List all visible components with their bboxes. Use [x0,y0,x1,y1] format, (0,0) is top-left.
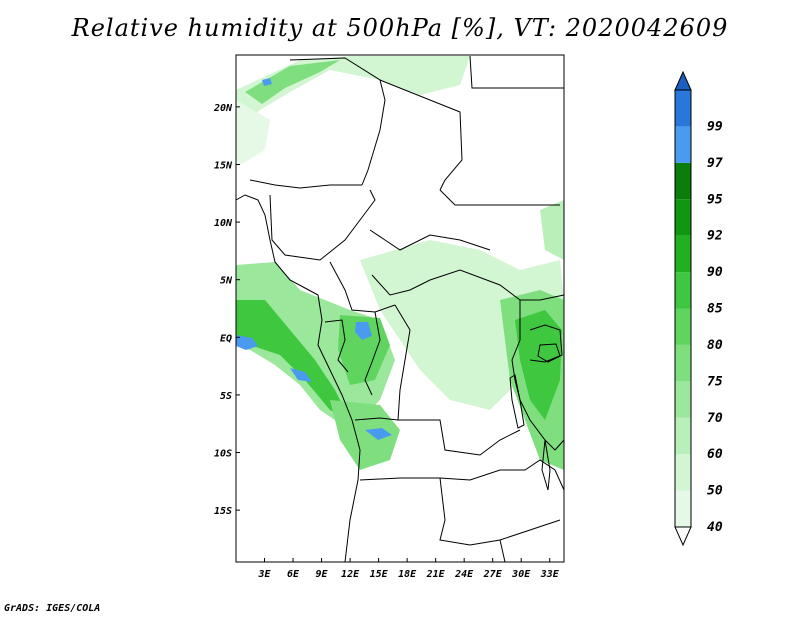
humidity-area-northeast [540,200,564,260]
x-tick-label: 6E [287,569,300,580]
y-tick-label: 10N [214,218,233,229]
colorbar-swatch [675,90,691,127]
border-zambia [439,459,565,491]
x-tick-label: 9E [316,569,329,580]
colorbar-outline [674,89,692,528]
colorbar-swatch [675,235,691,273]
colorbar-label: 95 [707,192,723,207]
colorbar-swatch [675,126,691,163]
colorbar-label: 60 [707,447,723,462]
colorbar-label: 90 [707,265,723,280]
x-tick-label: 18E [398,569,417,580]
y-tick-label: 5N [220,276,233,287]
x-tick-label: 15E [370,569,389,580]
humidity-area-east-core [515,310,562,420]
humidity-area-north-core [245,60,340,104]
y-tick-label: 15S [214,506,232,517]
y-tick-label: 20N [213,103,233,114]
grads-credit: GrADS: IGES/COLA [4,603,101,614]
humidity-area-west-coast [236,262,395,430]
x-tick-label: 21E [426,569,446,580]
lake-tanganyika [509,374,525,429]
humidity-area-congo-basin [338,315,390,385]
border-niger [249,179,362,189]
border-sahara-2 [379,79,463,191]
border-south [469,519,561,563]
border-car [371,269,565,301]
colorbar-swatch [675,199,691,236]
colorbar-label: 40 [707,520,723,535]
map-title: Relative humidity at 500hPa [%], VT: 202… [71,14,729,42]
humidity-shading [236,56,564,470]
y-tick-label: EQ [220,333,232,344]
map-panel: 3E 6E 9E 12E 15E 18E 21E 24E 27E 30E 33E 20N 15N 10N 5… [213,54,565,580]
colorbar-swatch [675,272,691,309]
axis-ticks: 3E 6E 9E 12E 15E 18E 21E 24E 27E 30E 33E 20N 15N 10N 5… [213,103,560,580]
colorbar-label: 99 [707,119,723,134]
colorbar-swatch [675,162,691,200]
y-tick-label: 10S [214,449,232,460]
colorbar-label: 70 [707,411,723,426]
x-tick-label: 33E [540,569,560,580]
colorbar-label: 85 [707,302,723,317]
colorbar-swatch [675,490,691,527]
colorbar-label: 92 [707,229,723,244]
border-uganda [529,324,563,363]
humidity-patch-99-a [236,335,258,350]
colorbar: 40 50 60 70 75 80 85 90 92 95 97 99 [674,70,723,547]
x-tick-label: 24E [454,569,474,580]
humidity-area-northwest [236,100,270,165]
y-tick-label: 15N [214,160,233,171]
colorbar-swatch [675,417,691,455]
colorbar-min-arrow [674,526,692,547]
y-tick-label: 5S [220,391,232,402]
humidity-patch-99-c [355,322,372,340]
humidity-patch-99-b [290,368,312,382]
border-sahara-3 [469,55,564,89]
colorbar-label: 80 [707,338,723,353]
x-tick-label: 12E [341,569,360,580]
colorbar-label: 97 [707,156,723,171]
colorbar-swatch [675,454,691,491]
country-borders [235,55,565,563]
humidity-patch-99-e [262,78,272,86]
colorbar-label: 50 [707,484,723,499]
map-frame [235,54,565,563]
border-gabon [324,319,349,373]
colorbar-label: 75 [707,374,723,389]
border-congo [364,311,381,396]
border-nigeria [269,189,376,261]
colorbar-swatch [675,344,691,382]
border-chad [369,189,560,251]
border-sahara-1 [289,57,386,186]
border-drc [394,304,521,456]
x-tick-label: 30E [511,569,531,580]
coastline-west [235,194,361,563]
lake-victoria [537,343,561,363]
lake-malawi [541,439,551,491]
humidity-area-west-core [236,300,350,420]
x-tick-label: 27E [483,569,503,580]
colorbar-max-arrow [674,70,692,91]
colorbar-swatch [675,381,691,418]
humidity-area-south-coast [330,400,400,470]
border-angola [354,417,471,546]
border-cameroon [329,261,396,313]
colorbar-swatch [675,308,691,345]
humidity-patch-99-d [365,428,392,440]
x-tick-label: 3E [257,569,271,580]
